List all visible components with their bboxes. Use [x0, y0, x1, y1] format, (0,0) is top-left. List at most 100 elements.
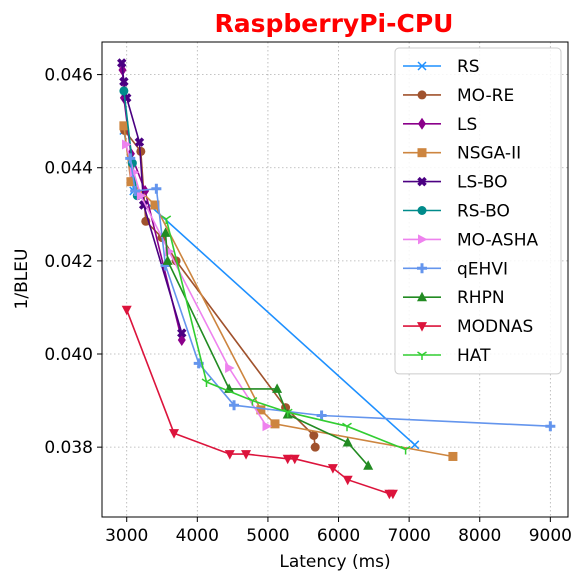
legend-entry: NSGA-II	[403, 144, 521, 164]
series-modnas	[121, 305, 398, 500]
data-point	[224, 450, 235, 460]
legend-label: MO-RE	[457, 86, 514, 106]
x-tick-label: 7000	[388, 526, 431, 546]
legend-marker	[417, 351, 427, 360]
legend-entry: RHPN	[403, 288, 505, 308]
series-qehvi	[125, 153, 556, 432]
legend-box	[394, 47, 562, 375]
legend-label: NSGA-II	[457, 144, 521, 164]
legend-label: MODNAS	[457, 317, 533, 337]
x-tick-label: 8000	[458, 526, 501, 546]
series-line	[121, 62, 183, 334]
series-hat	[161, 215, 411, 455]
plot-frame	[101, 41, 569, 518]
legend-label: RHPN	[457, 288, 505, 308]
data-point	[122, 139, 132, 150]
legend-label: RS	[457, 57, 480, 77]
data-point	[136, 190, 147, 201]
series-line	[164, 232, 369, 467]
legend-marker	[417, 263, 427, 274]
data-point	[151, 183, 162, 194]
data-point	[310, 442, 320, 452]
legend-entry: RS-BO	[403, 202, 510, 222]
series-line	[123, 130, 316, 448]
x-tick-label: 9000	[529, 526, 572, 546]
series-rhpn	[160, 227, 374, 470]
data-point	[160, 227, 171, 237]
series-line	[123, 125, 454, 458]
data-point	[225, 362, 235, 373]
y-axis-label: 1/BLEU	[12, 249, 32, 310]
legend-entry: MO-RE	[403, 86, 514, 106]
legend-entry: MODNAS	[403, 317, 533, 337]
y-tick-label: 0.044	[44, 159, 93, 179]
chart-title: RaspberryPi-CPU	[215, 9, 454, 38]
data-point	[125, 153, 136, 164]
y-tick-label: 0.042	[44, 252, 93, 272]
legend-marker	[418, 117, 426, 130]
legend-marker	[418, 234, 428, 245]
legend-label: MO-ASHA	[457, 230, 538, 250]
series-nsga-ii	[119, 121, 458, 461]
data-point	[162, 255, 173, 265]
data-point	[119, 76, 129, 87]
legend-entry: HAT	[403, 346, 491, 366]
series-mo-re	[120, 125, 320, 452]
x-tick-label: 3000	[105, 526, 148, 546]
x-tick-label: 6000	[317, 526, 360, 546]
series-line	[165, 218, 406, 451]
legend-label: LS	[457, 115, 477, 135]
series-layer	[117, 58, 556, 500]
data-point	[410, 440, 420, 450]
data-point	[327, 464, 338, 474]
data-point	[342, 475, 353, 486]
data-point	[130, 186, 141, 197]
y-tick-label: 0.046	[44, 66, 93, 86]
x-axis-label: Latency (ms)	[279, 552, 390, 572]
legend-marker	[417, 148, 427, 158]
data-point	[262, 421, 273, 432]
data-point	[342, 436, 353, 447]
data-point	[150, 200, 160, 210]
y-tick-label: 0.038	[44, 438, 93, 458]
data-point	[342, 422, 352, 432]
series-ls-bo	[117, 58, 187, 338]
data-point	[247, 396, 258, 406]
data-point	[121, 305, 132, 316]
data-point	[400, 445, 411, 455]
data-point	[134, 137, 145, 147]
legend-label: HAT	[457, 346, 491, 366]
data-point	[241, 450, 252, 460]
data-point	[229, 400, 240, 411]
series-line	[125, 144, 268, 427]
legend-entry: MO-ASHA	[403, 230, 538, 250]
legend-entry: qEHVI	[403, 259, 508, 279]
x-tick-label: 5000	[246, 526, 289, 546]
series-line	[125, 309, 393, 495]
data-point	[316, 410, 327, 421]
series-rs	[119, 125, 420, 450]
y-tick-label: 0.040	[44, 345, 93, 365]
data-point	[126, 177, 136, 187]
data-point	[161, 215, 172, 224]
legend-marker	[417, 322, 427, 332]
legend-entry: LS	[403, 115, 477, 135]
ticks: 3000 4000 5000 6000 7000 8000 9000 0.038 0.040 0.…	[44, 66, 572, 546]
data-point	[272, 383, 283, 393]
data-point	[169, 429, 180, 439]
data-point	[256, 405, 266, 415]
data-point	[282, 408, 293, 418]
data-point	[289, 454, 300, 465]
legend-entry: RS	[403, 57, 480, 77]
data-point	[201, 378, 212, 387]
x-tick-label: 4000	[176, 526, 219, 546]
data-point	[448, 451, 458, 461]
data-point	[363, 460, 374, 470]
data-point	[119, 86, 129, 96]
legend-marker	[417, 176, 427, 187]
data-point	[387, 489, 398, 500]
data-point	[282, 454, 293, 465]
legend-marker	[417, 206, 427, 215]
data-point	[545, 421, 556, 432]
